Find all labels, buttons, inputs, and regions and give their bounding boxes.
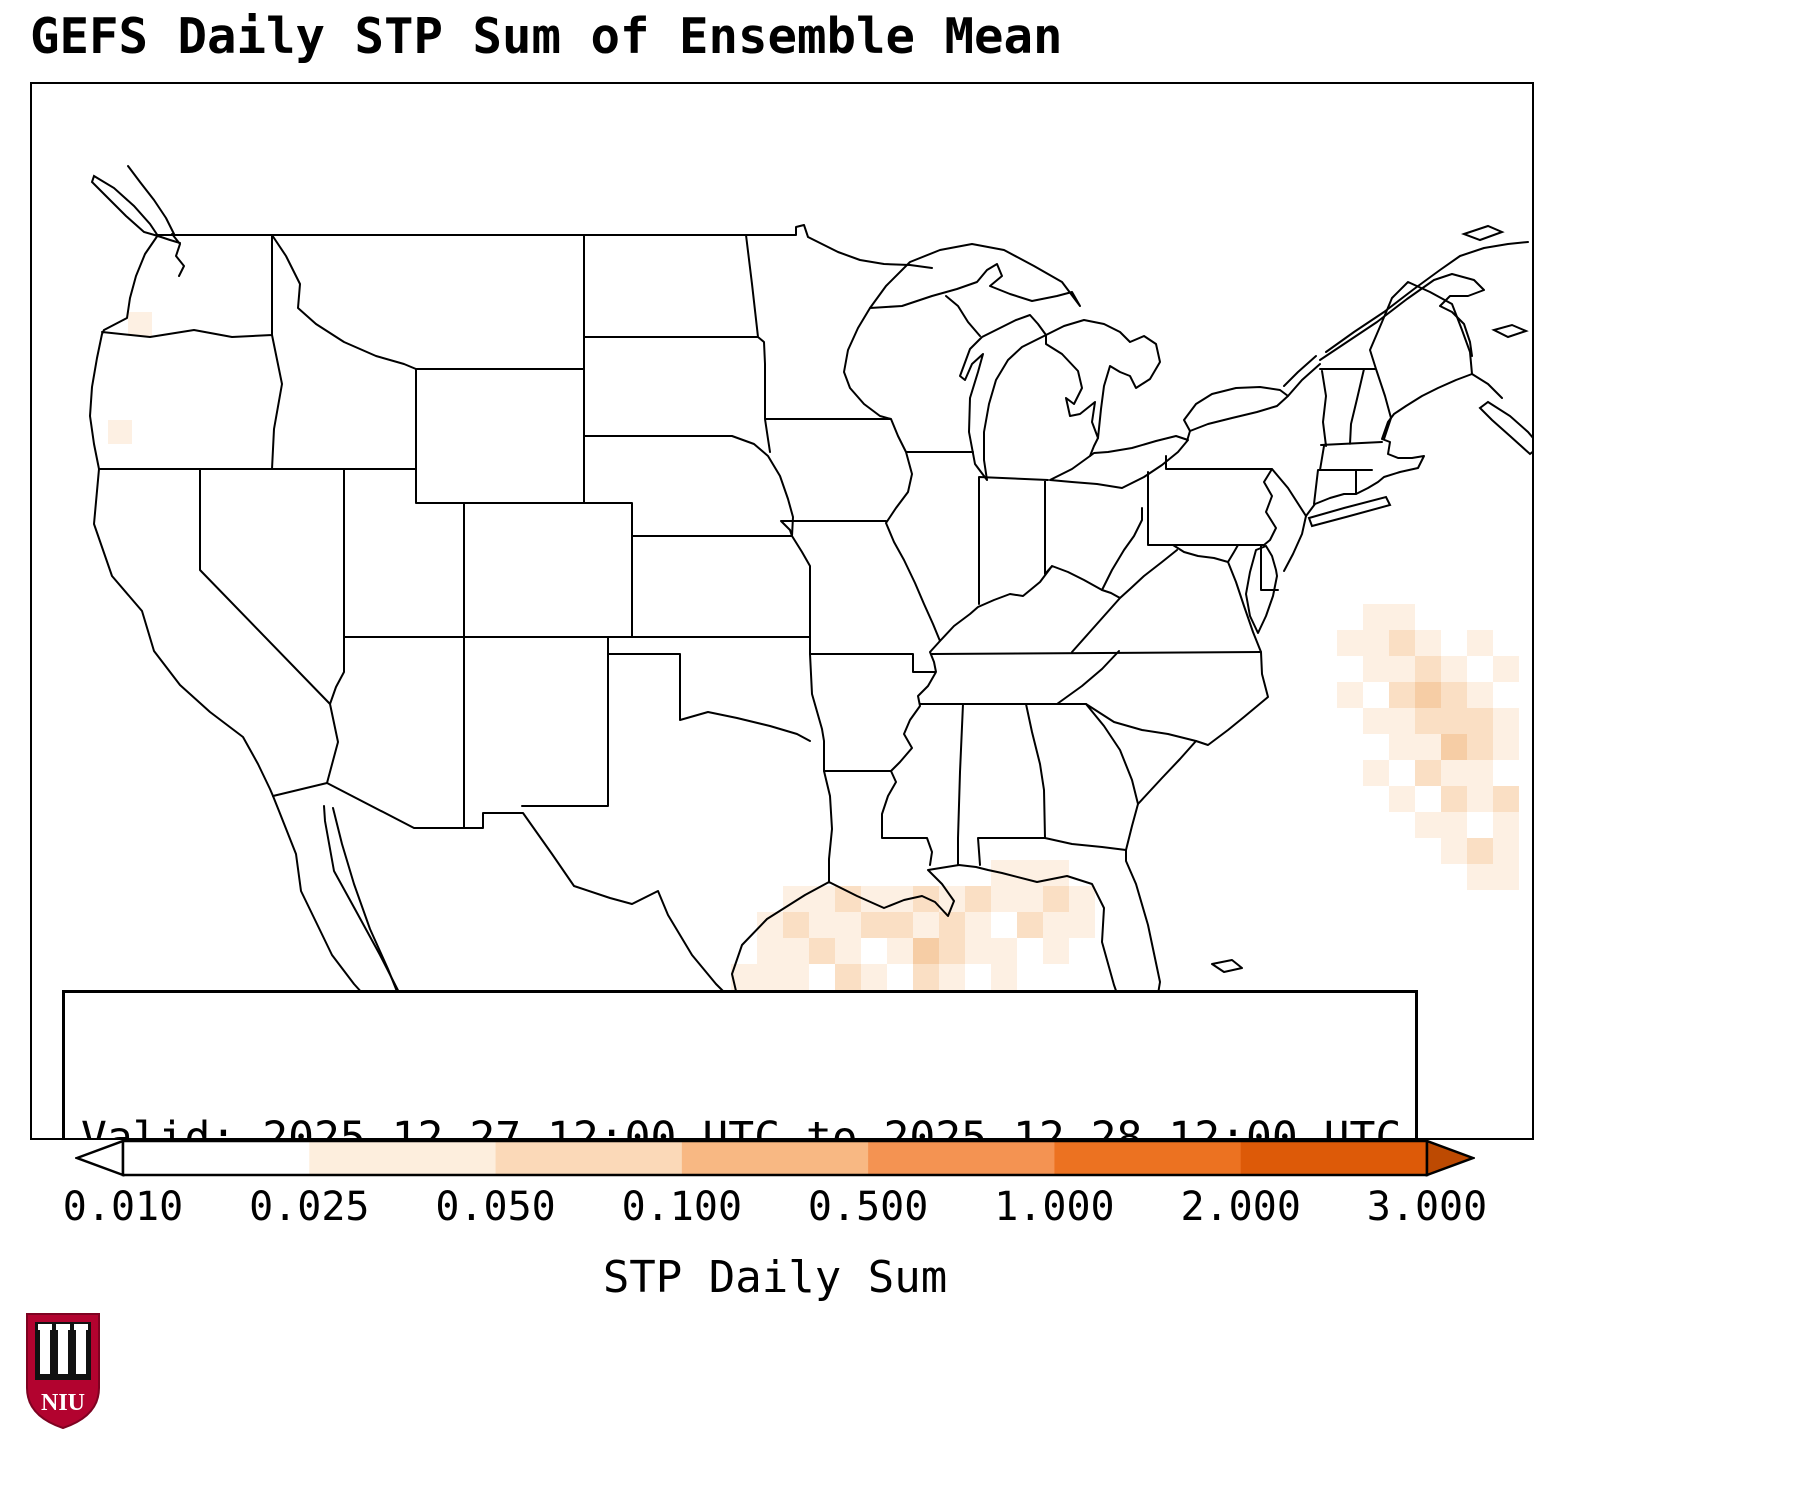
figure-title: GEFS Daily STP Sum of Ensemble Mean xyxy=(30,8,1063,65)
colorbar-label: STP Daily Sum xyxy=(602,1252,948,1303)
valid-time-text: Valid: 2025-12-27 12:00 UTC to 2025-12-2… xyxy=(81,1113,1402,1140)
colorbar-tick-0.500: 0.500 xyxy=(807,1184,929,1230)
state-borders-west xyxy=(98,234,833,883)
colorbar-tick-0.100: 0.100 xyxy=(621,1184,743,1230)
colorbar-tick-2.000: 2.000 xyxy=(1180,1184,1301,1230)
niu-logo: NIU xyxy=(25,1312,101,1430)
colorbar xyxy=(73,1139,1477,1180)
canada-border-coastline xyxy=(90,165,1532,456)
colorbar-bar xyxy=(73,1139,1477,1177)
us-map xyxy=(89,165,1532,1138)
colorbar-tick-1.000: 1.000 xyxy=(994,1184,1115,1230)
niu-logo-text: NIU xyxy=(41,1390,85,1416)
colorbar-tick-0.010: 0.010 xyxy=(62,1184,184,1230)
colorbar-tick-0.025: 0.025 xyxy=(249,1184,370,1230)
state-borders-east xyxy=(1025,281,1473,851)
info-box: Valid: 2025-12-27 12:00 UTC to 2025-12-2… xyxy=(62,990,1418,1140)
colorbar-tick-labels: 0.010 0.025 0.050 0.100 0.500 1.000 2.000 3.000 xyxy=(63,1184,1487,1234)
state-borders-central xyxy=(583,234,1262,866)
us-coastline xyxy=(89,233,1473,1033)
colorbar-tick-0.050: 0.050 xyxy=(435,1184,556,1230)
niu-shield-icon: NIU xyxy=(26,1313,100,1430)
great-lakes xyxy=(869,243,1289,489)
colorbar-tick-3.000: 3.000 xyxy=(1366,1184,1488,1230)
map-panel: Valid: 2025-12-27 12:00 UTC to 2025-12-2… xyxy=(30,82,1534,1140)
